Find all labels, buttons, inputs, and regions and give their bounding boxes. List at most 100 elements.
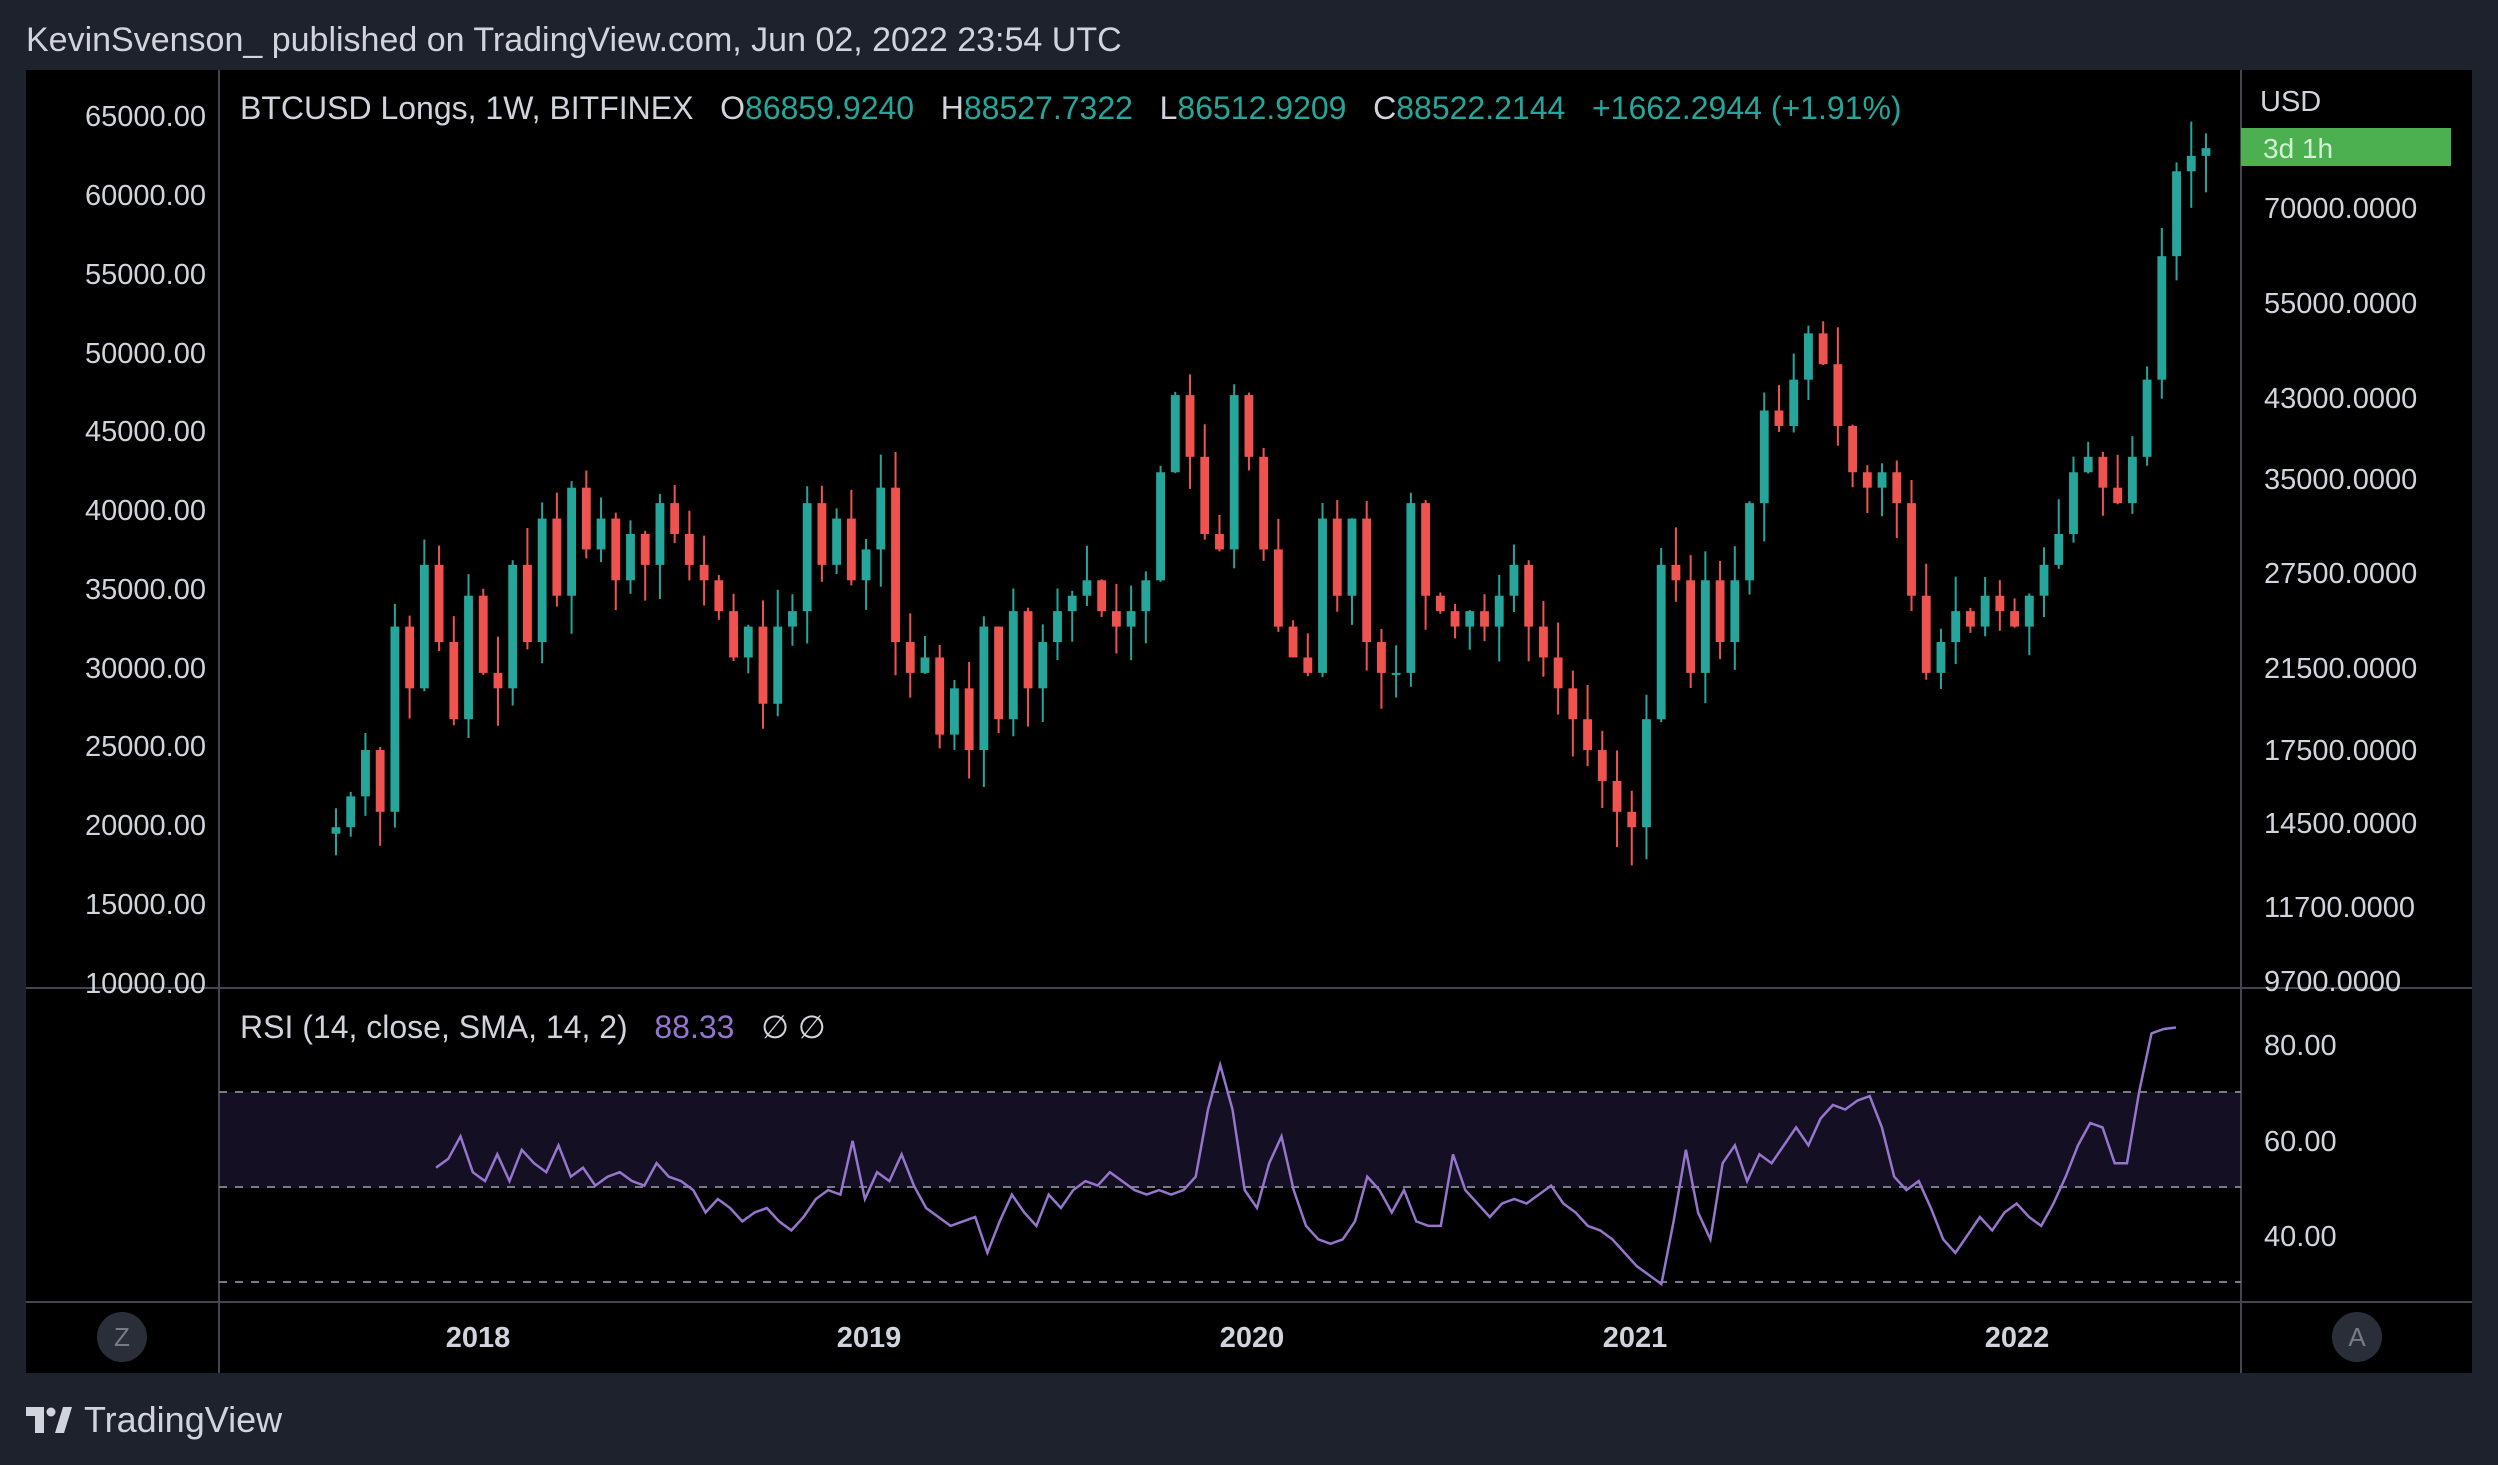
candle xyxy=(1215,514,1224,552)
left-scale-button[interactable]: Z xyxy=(97,1312,147,1362)
candle xyxy=(1141,571,1151,644)
candle xyxy=(1892,460,1902,539)
rsi-legend-label: RSI (14, close, SMA, 14, 2) xyxy=(240,1009,628,1045)
candle xyxy=(2098,451,2108,516)
candle xyxy=(1877,463,1887,517)
candle xyxy=(1833,327,1843,446)
candle xyxy=(1848,424,1858,488)
legend-high-label: H xyxy=(940,90,964,126)
candle xyxy=(346,791,356,837)
left-axis-label: 30000.00 xyxy=(85,653,206,685)
candle xyxy=(2010,598,2019,628)
candle xyxy=(905,613,915,698)
candle xyxy=(1804,325,1813,401)
price-badge-text: 3d 1h xyxy=(2263,133,2333,164)
candle xyxy=(846,489,856,586)
right-axis-label: 14500.0000 xyxy=(2264,808,2417,840)
rsi-band-fill xyxy=(219,1092,2241,1188)
candle xyxy=(1480,594,1489,642)
candle xyxy=(1568,670,1578,757)
legend-change: +1662.2944 (+1.91%) xyxy=(1591,90,1902,126)
candle xyxy=(1538,601,1548,677)
auto-scale-button[interactable]: A xyxy=(2332,1312,2382,1362)
candle xyxy=(1391,645,1401,698)
chart-canvas[interactable]: 65000.00 60000.00 55000.00 50000.00 45000.00… xyxy=(26,70,2472,1373)
candles-layer xyxy=(331,121,2211,866)
candle xyxy=(2054,499,2064,569)
candle xyxy=(2157,227,2167,399)
candle xyxy=(861,538,871,610)
candle xyxy=(1553,622,1563,715)
right-axis-label: 9700.0000 xyxy=(2264,966,2401,998)
candle xyxy=(1965,607,1975,633)
candle xyxy=(1686,555,1696,688)
candle xyxy=(994,626,1004,734)
candle xyxy=(1715,560,1725,660)
candle xyxy=(1700,551,1710,704)
price-legend: BTCUSD Longs, 1W, BITFINEX O86859.9240 H… xyxy=(240,90,1902,127)
candle xyxy=(361,732,370,816)
candle xyxy=(1023,607,1033,727)
rsi-legend-value: 88.33 xyxy=(654,1009,735,1045)
candle xyxy=(640,530,650,601)
left-axis-label: 20000.00 xyxy=(85,810,206,842)
candle xyxy=(1907,480,1916,611)
candle xyxy=(1156,465,1165,582)
candle xyxy=(1494,574,1504,662)
time-axis-label: 2018 xyxy=(446,1322,511,1354)
candle xyxy=(1597,730,1607,809)
candle xyxy=(2113,454,2123,505)
candle xyxy=(1435,592,1445,614)
axis-labels-layer: 65000.00 60000.00 55000.00 50000.00 45000.00… xyxy=(85,101,2417,1354)
candle xyxy=(1303,633,1313,677)
tradingview-logo[interactable]: TradingView xyxy=(26,1396,282,1444)
right-axis-label: 35000.0000 xyxy=(2264,464,2417,496)
candle xyxy=(1862,465,1872,514)
left-axis-label: 45000.00 xyxy=(85,416,206,448)
right-axis-label: 70000.0000 xyxy=(2264,193,2417,225)
candle xyxy=(1111,583,1121,654)
candle xyxy=(876,454,886,587)
candle xyxy=(405,615,415,719)
candle xyxy=(552,492,562,607)
candle xyxy=(670,484,680,544)
candle xyxy=(611,512,621,611)
rsi-line xyxy=(435,1026,2177,1287)
candle xyxy=(1465,610,1475,650)
chart-area[interactable]: 65000.00 60000.00 55000.00 50000.00 45000.00… xyxy=(26,70,2472,1373)
legend-open-label: O xyxy=(720,90,746,126)
legend-open-value: 86859.9240 xyxy=(745,90,915,126)
candle xyxy=(1951,576,1961,664)
candle xyxy=(1126,585,1136,661)
candle xyxy=(1789,353,1799,433)
candle xyxy=(419,539,429,692)
candle xyxy=(581,470,591,559)
candle xyxy=(655,493,665,599)
legend-low-label: L xyxy=(1159,90,1178,126)
candle xyxy=(331,808,341,856)
candle xyxy=(1377,628,1386,709)
candle xyxy=(1185,374,1195,489)
candle xyxy=(1421,500,1431,630)
candle xyxy=(920,636,930,674)
candle xyxy=(2039,547,2049,618)
candle xyxy=(596,497,606,563)
time-axis-label: 2021 xyxy=(1603,1322,1668,1354)
candle xyxy=(1332,500,1342,612)
candle xyxy=(2186,121,2196,208)
rsi-axis-label: 60.00 xyxy=(2264,1126,2337,1158)
candle xyxy=(1524,560,1534,662)
legend-low-value: 86512.9209 xyxy=(1177,90,1347,126)
candle xyxy=(1273,518,1283,632)
candle xyxy=(537,502,547,664)
candle xyxy=(758,600,768,729)
candle xyxy=(1347,518,1357,625)
candle xyxy=(773,589,783,717)
candle xyxy=(802,486,812,644)
candle xyxy=(523,527,532,650)
candle xyxy=(1259,447,1269,561)
candle xyxy=(729,593,738,661)
candle xyxy=(1200,424,1210,540)
legend-close-label: C xyxy=(1373,90,1397,126)
left-axis-label: 15000.00 xyxy=(85,889,206,921)
